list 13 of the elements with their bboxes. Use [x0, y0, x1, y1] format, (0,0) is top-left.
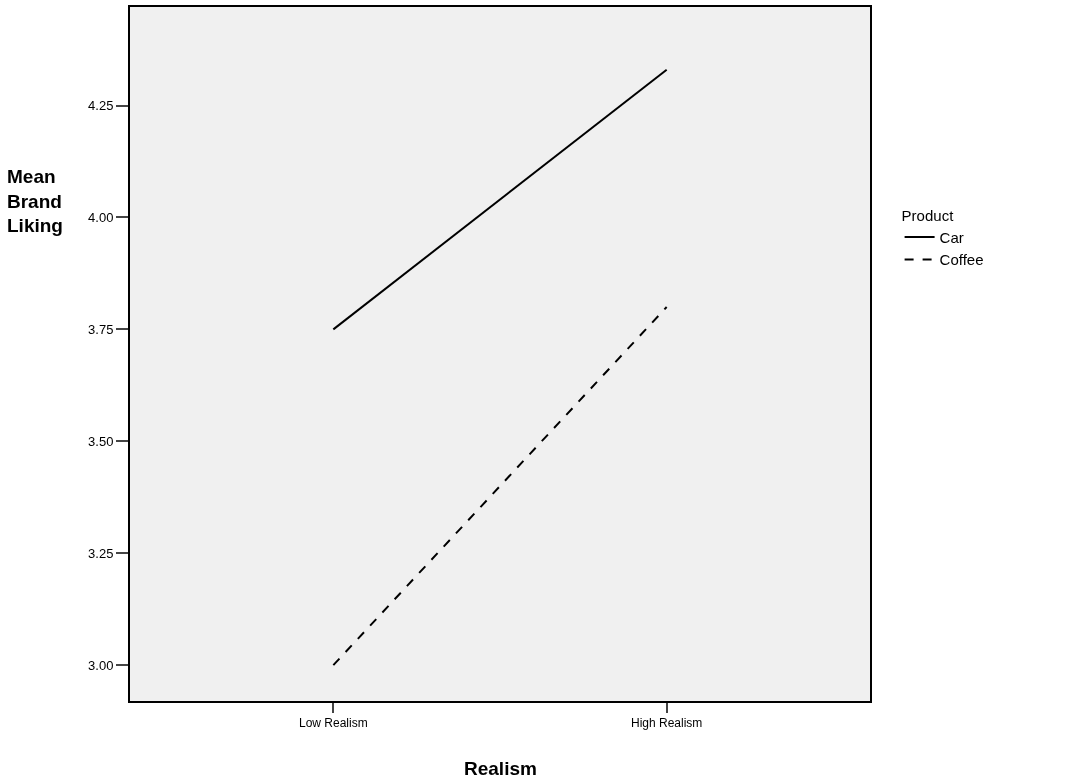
y-tick-label: 3.00: [88, 657, 114, 673]
y-tick-label: 4.25: [88, 98, 114, 114]
x-axis-title: Realism: [464, 758, 537, 775]
legend-label: Car: [939, 228, 964, 246]
y-tick-label: 4.00: [88, 209, 114, 225]
legend-title: Product: [901, 206, 955, 224]
y-axis-title: Mean Brand Liking: [7, 166, 63, 237]
x-tick-label: High Realism: [630, 716, 703, 731]
x-tick-label: Low Realism: [298, 716, 368, 731]
y-tick-label: 3.75: [88, 321, 114, 337]
legend-label: Coffee: [939, 251, 984, 269]
y-tick-label: 3.50: [88, 433, 114, 449]
y-tick-label: 3.25: [88, 545, 114, 561]
